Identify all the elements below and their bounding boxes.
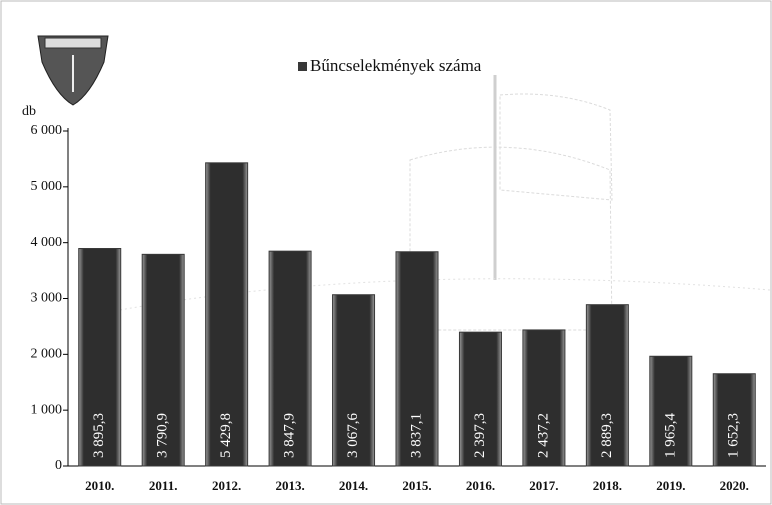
value-label: 2 397,3 [472, 413, 488, 458]
y-tick-label: 1 000 [31, 402, 63, 417]
y-tick-label: 2 000 [31, 347, 63, 362]
bar [649, 355, 693, 467]
emblem [37, 35, 109, 106]
background-illustration [119, 75, 771, 331]
x-tick-label: 2017. [529, 478, 558, 493]
y-tick-label: 0 [55, 458, 62, 473]
legend: Bűncselekmények száma [298, 56, 482, 75]
value-label: 1 652,3 [726, 413, 742, 458]
legend-label: Bűncselekmények száma [310, 56, 482, 75]
value-label: 5 429,8 [218, 413, 234, 458]
x-tick-label: 2014. [339, 478, 368, 493]
x-tick-label: 2020. [720, 478, 749, 493]
x-tick-label: 2012. [212, 478, 241, 493]
x-tick-label: 2019. [656, 478, 685, 493]
value-label: 3 847,9 [282, 413, 298, 458]
bar [522, 329, 566, 467]
value-label: 1 965,4 [662, 413, 678, 459]
y-axis-label: db [22, 104, 36, 119]
x-tick-label: 2015. [402, 478, 431, 493]
x-tick-label: 2016. [466, 478, 495, 493]
y-tick-label: 5 000 [31, 179, 63, 194]
bar [268, 250, 312, 467]
x-tick-label: 2011. [149, 478, 178, 493]
bar [395, 251, 439, 467]
y-tick-label: 4 000 [31, 235, 63, 250]
value-label: 3 790,9 [155, 413, 171, 458]
x-tick-label: 2018. [593, 478, 622, 493]
value-label: 3 837,1 [408, 413, 424, 458]
value-label: 2 889,3 [599, 413, 615, 458]
bar [332, 294, 376, 467]
bar [78, 248, 122, 467]
y-tick-label: 3 000 [31, 291, 63, 306]
x-tick-label: 2013. [275, 478, 304, 493]
bar [205, 162, 249, 467]
bar [712, 373, 756, 467]
bar [141, 253, 185, 467]
legend-swatch [298, 62, 307, 71]
y-tick-label: 6 000 [31, 123, 63, 138]
bar [458, 331, 502, 467]
value-label: 3 895,3 [91, 413, 107, 458]
value-label: 2 437,2 [535, 413, 551, 458]
x-tick-label: 2010. [85, 478, 114, 493]
value-label: 3 067,6 [345, 413, 361, 459]
bar [585, 304, 629, 467]
